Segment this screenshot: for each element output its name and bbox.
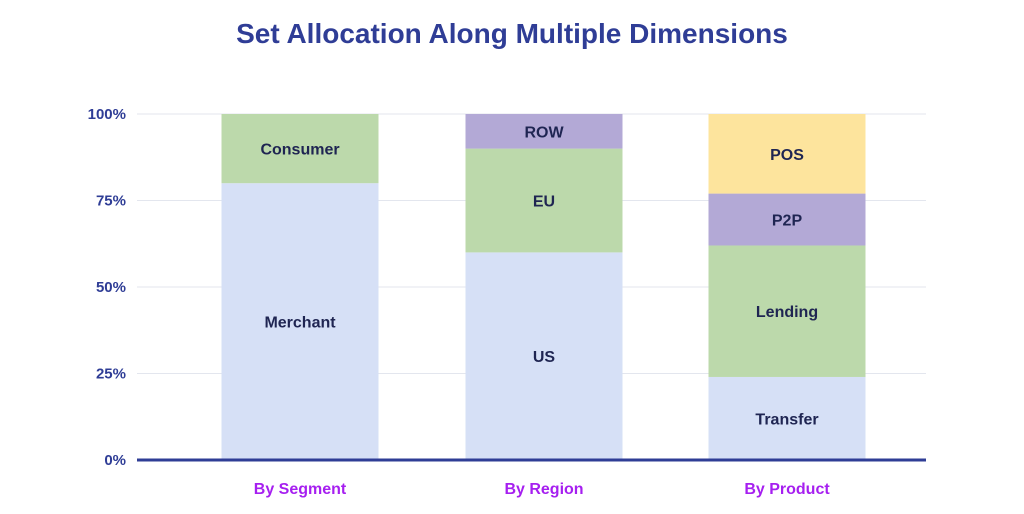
bar-stack: US EU ROW: [465, 114, 623, 460]
y-tick-label: 50%: [96, 279, 126, 296]
y-axis-ticks: 0% 25% 50% 75% 100%: [88, 106, 126, 469]
y-tick-label: 100%: [88, 106, 126, 123]
bar-stack: Transfer Lending P2P POS: [708, 114, 866, 460]
bars: Merchant Consumer US EU ROW Transfer Lending P2…: [221, 114, 866, 460]
y-tick-label: 75%: [96, 193, 126, 210]
x-tick-label: By Segment: [254, 481, 347, 498]
y-tick-label: 25%: [96, 366, 126, 383]
bar-segment: [708, 193, 866, 246]
segment-label: P2P: [772, 213, 803, 230]
segment-label: Lending: [756, 304, 818, 321]
segment-label: POS: [770, 147, 804, 164]
segment-label: Merchant: [264, 315, 336, 332]
segment-label: US: [533, 349, 556, 366]
bar-segment: [708, 376, 866, 460]
segment-label: ROW: [524, 124, 564, 141]
bar-segment: [221, 114, 379, 184]
segment-label: Consumer: [260, 142, 339, 159]
x-axis-ticks: By Segment By Region By Product: [254, 481, 831, 498]
bar-segment: [465, 114, 623, 149]
bar-segment: [221, 183, 379, 460]
segment-label: EU: [533, 194, 555, 211]
y-tick-label: 0%: [104, 452, 126, 469]
x-tick-label: By Region: [504, 481, 583, 498]
bar-segment: [465, 252, 623, 460]
x-tick-label: By Product: [744, 481, 830, 498]
bar-segment: [708, 114, 866, 194]
segment-label: Transfer: [755, 411, 818, 428]
bar-segment: [465, 148, 623, 253]
bar-segment: [708, 245, 866, 377]
bar-stack: Merchant Consumer: [221, 114, 379, 460]
chart-title: Set Allocation Along Multiple Dimensions: [236, 18, 788, 49]
